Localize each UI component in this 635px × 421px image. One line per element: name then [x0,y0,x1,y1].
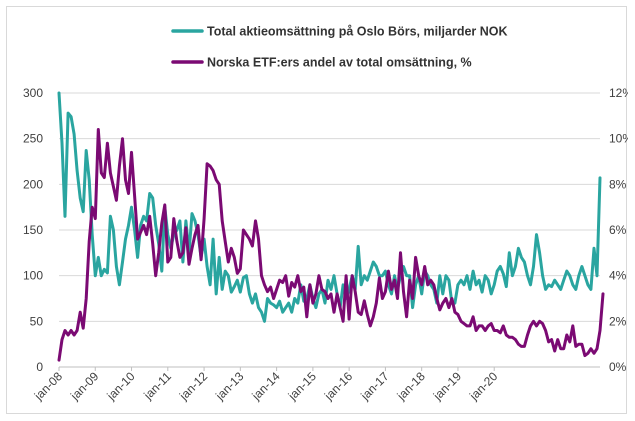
x-tick-label: jan-09 [67,369,101,403]
y-left-tick-label: 50 [30,314,44,328]
x-tick-label: jan-19 [430,369,464,403]
y-left-tick-label: 100 [23,269,43,283]
y-right-tick-label: 8% [609,177,627,191]
y-right-tick-label: 2% [609,314,627,328]
x-tick-label: jan-13 [212,369,246,403]
x-tick-label: jan-11 [140,369,174,403]
x-tick-label: jan-14 [249,369,283,403]
x-tick-label: jan-18 [394,369,428,403]
series-line-aktieomsattning [57,91,602,323]
x-tick-label: jan-12 [176,369,210,403]
y-right-tick-label: 0% [609,360,627,374]
dual-axis-line-chart: 0 0% 50 2% 100 4% 150 6% 200 8% 250 10% 300 12% jan-08… [23,25,628,404]
gridlines [59,92,600,322]
x-tick-label: jan-10 [103,369,137,403]
x-tick-label: jan-16 [321,369,355,403]
y-right-tick-label: 10% [609,132,628,146]
series-line-etf-andel [57,128,605,362]
y-left-tick-label: 250 [23,132,43,146]
chart-frame: 0 0% 50 2% 100 4% 150 6% 200 8% 250 10% 300 12% jan-08… [6,6,628,414]
legend-label: Total aktieomsättning på Oslo Börs, milj… [207,25,508,39]
series-lines [57,91,605,362]
x-tick-label: jan-15 [285,369,319,403]
x-tick-label: jan-17 [357,369,391,403]
y-left-tick-label: 200 [23,177,43,191]
y-right-tick-label: 4% [609,269,627,283]
y-left-tick-label: 150 [23,223,43,237]
legend-label: Norska ETF:ers andel av total omsättning… [207,56,472,70]
x-tick-label: jan-08 [31,369,65,403]
x-tick-label: jan-20 [466,369,500,403]
y-left-tick-label: 300 [23,86,43,100]
y-left-tick-label: 0 [36,360,43,374]
y-right-tick-label: 6% [609,223,627,237]
legend: Total aktieomsättning på Oslo Börs, milj… [171,25,508,70]
y-right-tick-label: 12% [609,86,628,100]
